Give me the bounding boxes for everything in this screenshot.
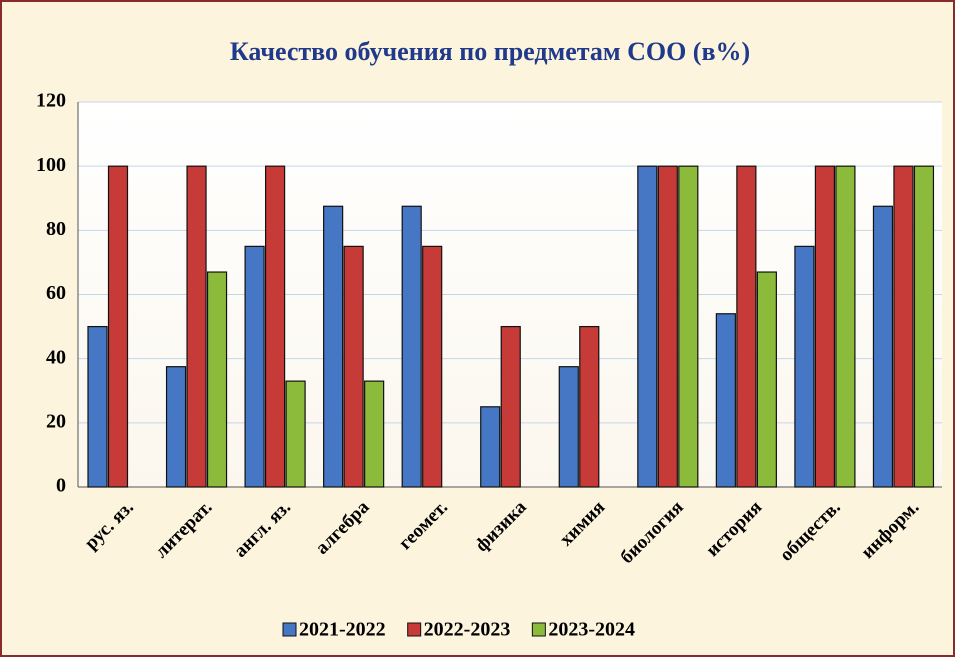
y-tick-label: 60 <box>46 282 66 304</box>
bar <box>323 205 344 488</box>
bar <box>480 406 501 488</box>
bar <box>579 325 600 488</box>
bar <box>756 271 777 488</box>
bar <box>657 165 678 488</box>
bar <box>794 245 815 488</box>
bar <box>422 245 443 488</box>
y-tick-label: 100 <box>36 154 66 176</box>
legend-swatch <box>282 622 297 637</box>
bar <box>736 165 757 488</box>
chart-title: Качество обучения по предметам СОО (в%) <box>230 37 750 66</box>
bar <box>893 165 914 488</box>
bar <box>264 165 286 488</box>
legend-label: 2021-2022 <box>299 619 386 641</box>
bar <box>364 380 385 488</box>
legend-label: 2023-2024 <box>548 619 635 641</box>
bar <box>715 313 736 488</box>
bar <box>913 165 935 488</box>
bar <box>401 205 422 488</box>
bar <box>343 245 364 488</box>
bar <box>835 165 856 488</box>
bar <box>500 325 521 488</box>
y-tick-label: 0 <box>56 475 66 497</box>
bar <box>165 366 187 488</box>
legend-swatch <box>531 622 546 637</box>
bar <box>558 366 579 488</box>
bar <box>244 245 265 488</box>
bar <box>285 380 306 488</box>
y-tick-label: 80 <box>46 218 66 240</box>
legend-label: 2022-2023 <box>424 619 511 641</box>
bar <box>814 165 836 488</box>
y-tick-label: 120 <box>36 90 66 112</box>
bar <box>186 165 207 488</box>
bar <box>87 325 108 488</box>
bar <box>107 165 129 488</box>
bar <box>637 165 658 488</box>
bar <box>206 271 228 488</box>
bar <box>678 165 699 488</box>
bar <box>872 205 894 488</box>
legend-swatch <box>407 622 422 637</box>
y-tick-label: 40 <box>46 346 66 368</box>
y-tick-label: 20 <box>46 410 66 432</box>
